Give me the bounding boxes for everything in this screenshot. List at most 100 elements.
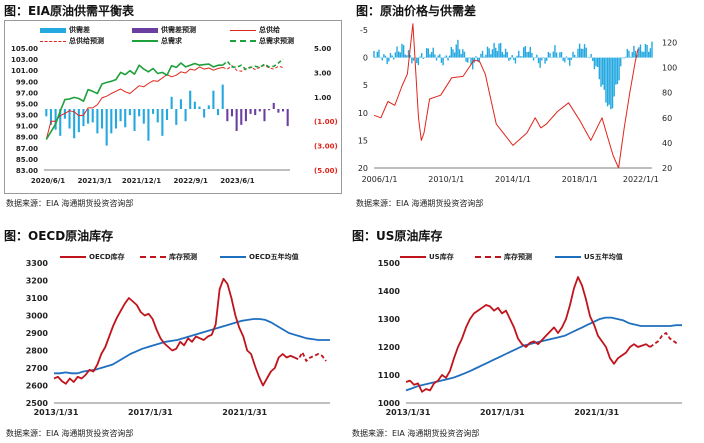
gap-bar — [564, 57, 566, 63]
legend-demand: 总需求 — [132, 36, 182, 46]
gap-bar — [374, 57, 377, 58]
panel2-chart: -5 0 5 10 15 20 120 100 80 60 40 20 2006/1/1 2010/1/1… — [358, 23, 677, 184]
gap-bar — [170, 96, 173, 109]
gap-bar — [412, 57, 415, 61]
gap-bar — [481, 50, 484, 58]
x-tick-label: 2022/9/1 — [174, 177, 208, 185]
gap-bar — [620, 57, 622, 67]
legend-us-avg: US五年均值 — [555, 252, 623, 262]
gap-bar — [636, 54, 638, 58]
gap-bar — [378, 49, 380, 58]
legend-supply: 总供给 — [230, 25, 280, 35]
gap-forecast-bar — [226, 109, 229, 122]
gap-bar — [73, 109, 76, 139]
five-year-average-line — [54, 318, 330, 375]
gap-bar — [552, 51, 555, 58]
gap-bar — [539, 57, 541, 68]
gap-bar — [618, 57, 620, 81]
gap-bar — [105, 109, 108, 146]
x-tick-label: 2010/1/1 — [428, 175, 464, 184]
y-left-tick-label: 10 — [358, 109, 368, 118]
gap-bar — [439, 54, 441, 58]
gap-bar — [495, 47, 497, 58]
demand-forecast-line — [222, 58, 284, 71]
gap-bar — [462, 49, 464, 58]
gap-bar — [570, 57, 573, 60]
gap-bar — [626, 48, 629, 58]
gap-bar — [569, 57, 571, 66]
gap-bar — [124, 109, 127, 128]
gap-bar — [427, 48, 429, 58]
gap-bar — [529, 46, 531, 58]
x-tick-label: 2021/12/1 — [122, 177, 161, 185]
gap-bar — [511, 55, 513, 58]
gap-forecast-bar — [272, 102, 275, 109]
gap-bar — [212, 90, 215, 109]
gap-bar — [603, 57, 605, 90]
y-tick-label: 3300 — [26, 259, 49, 268]
gap-bar — [506, 51, 508, 58]
gap-bar — [559, 52, 561, 58]
x-tick-label: 2021/3/1 — [78, 177, 112, 185]
gap-bar — [541, 57, 543, 61]
gap-forecast-bar — [258, 109, 261, 112]
gap-bar — [513, 57, 515, 61]
gap-bar — [514, 57, 517, 64]
y-tick-label: 2700 — [26, 364, 49, 373]
gap-bar — [119, 109, 122, 122]
gap-bar — [184, 109, 187, 122]
panel1-frame — [4, 20, 342, 194]
y-left-tick-label: 20 — [358, 164, 368, 173]
gap-bar — [493, 42, 495, 58]
gap-bar — [383, 54, 385, 58]
gap-bar — [480, 53, 482, 58]
gap-bar — [621, 57, 624, 59]
gap-bar — [460, 54, 462, 58]
gap-bar — [521, 56, 523, 58]
gap-bar — [542, 57, 545, 59]
gap-bar — [531, 52, 533, 58]
gap-bar — [179, 99, 182, 109]
y-right-tick-label: (3.00) — [314, 143, 338, 151]
gap-bar — [54, 109, 57, 130]
x-tick-label: 2021/1/31 — [574, 408, 619, 417]
gap-bar — [434, 54, 436, 58]
gap-bar — [565, 56, 568, 58]
price-line — [373, 23, 639, 169]
gap-bar — [554, 45, 556, 58]
gap-bar — [440, 57, 443, 63]
gap-bar — [572, 51, 574, 58]
gap-bar — [648, 51, 650, 58]
gap-bar — [465, 57, 467, 62]
gap-bar — [406, 55, 408, 58]
gap-bar — [593, 57, 596, 70]
gap-bar — [467, 57, 469, 63]
gap-bar — [142, 109, 145, 124]
gap-bar — [610, 57, 612, 110]
gap-bar — [147, 109, 150, 141]
five-year-average-line — [405, 316, 682, 392]
gap-bar — [445, 55, 448, 58]
x-tick-label: 2023/6/1 — [220, 177, 254, 185]
gap-bar — [585, 47, 587, 58]
gap-forecast-bar — [254, 109, 257, 116]
gap-bar — [588, 57, 591, 59]
gap-bar — [486, 46, 489, 58]
gap-bar — [616, 57, 619, 85]
gap-bar — [498, 43, 500, 58]
panel2-title: 图：原油价格与供需差 — [356, 4, 477, 18]
panel4-title: 图：US原油库存 — [352, 229, 443, 243]
gap-bar — [77, 109, 80, 133]
legend-gap-forecast: 供需差预测 — [132, 25, 196, 35]
gap-bar — [583, 44, 586, 58]
gap-bar — [386, 57, 388, 65]
gap-bar — [555, 52, 558, 58]
gap-bar — [421, 53, 423, 58]
gap-bar — [59, 109, 62, 136]
gap-bar — [631, 52, 633, 58]
gap-bar — [442, 57, 444, 66]
y-tick-label: 1400 — [378, 287, 401, 296]
y-left-tick-label: 15 — [358, 136, 368, 145]
y-left-tick-label: 105.00 — [11, 45, 38, 53]
gap-bar — [407, 50, 410, 58]
